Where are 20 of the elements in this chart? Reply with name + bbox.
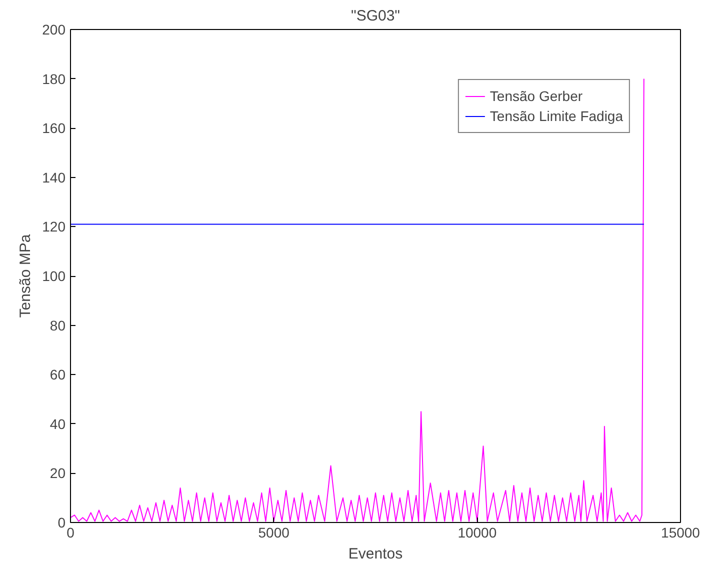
legend-label: Tensão Limite Fadiga <box>490 108 623 124</box>
y-tick-label: 0 <box>58 514 66 530</box>
y-tick-label: 120 <box>42 218 66 235</box>
y-tick-label: 180 <box>42 70 66 87</box>
x-tick-label: 10000 <box>458 524 497 540</box>
chart-title: "SG03" <box>350 8 400 24</box>
line-series <box>70 78 644 522</box>
x-axis-title: Eventos <box>348 546 403 562</box>
x-tick-label: 15000 <box>661 524 700 540</box>
y-tick-label: 200 <box>42 22 66 38</box>
y-tick-label: 60 <box>50 366 66 383</box>
y-tick-label: 160 <box>42 120 66 136</box>
y-tick-label: 140 <box>42 169 66 186</box>
legend-label: Tensão Gerber <box>490 88 583 104</box>
y-tick-label: 40 <box>50 416 66 432</box>
y-tick-label: 80 <box>50 317 66 334</box>
y-tick-label: 20 <box>50 465 66 482</box>
x-tick-label: 5000 <box>258 524 290 540</box>
y-tick-label: 100 <box>42 268 66 284</box>
y-axis-title: Tensão MPa <box>17 234 34 318</box>
